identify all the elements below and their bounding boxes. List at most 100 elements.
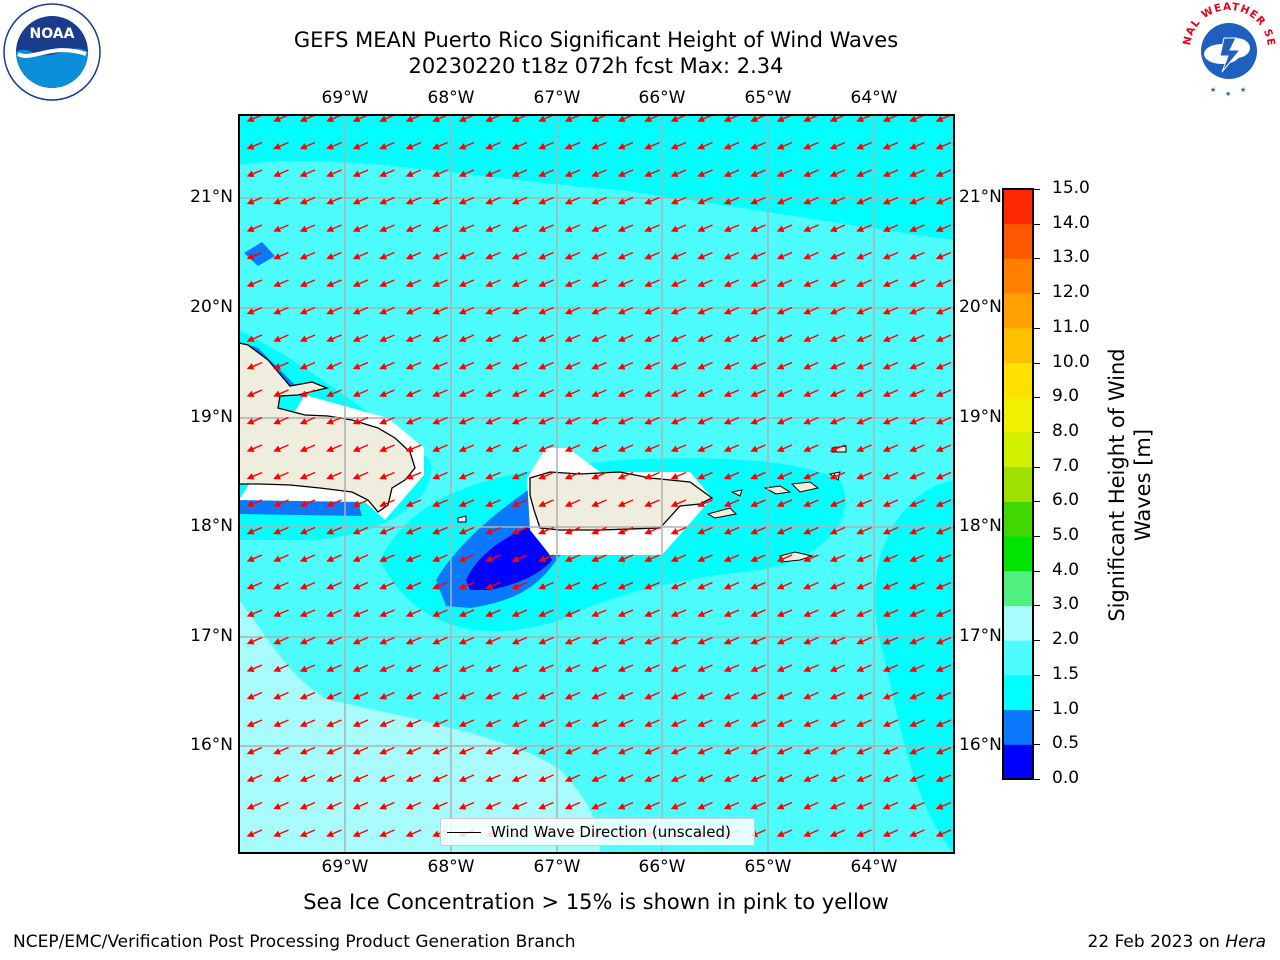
- wave-direction-arrow: [856, 746, 872, 755]
- wave-direction-arrow: [326, 306, 342, 315]
- wave-direction-arrow: [697, 636, 713, 645]
- wave-direction-arrow: [299, 746, 316, 755]
- wave-direction-arrow: [564, 609, 581, 618]
- wave-direction-arrow: [935, 691, 952, 700]
- wave-direction-arrow: [432, 444, 448, 453]
- wave-direction-arrow: [670, 141, 687, 150]
- wave-direction-arrow: [803, 664, 819, 673]
- wave-direction-arrow: [379, 581, 395, 590]
- wave-direction-arrow: [909, 251, 925, 260]
- wave-direction-arrow: [591, 609, 607, 618]
- wave-direction-arrow: [935, 251, 952, 260]
- wave-direction-arrow: [723, 664, 740, 673]
- wave-direction-arrow: [591, 719, 607, 728]
- wave-direction-arrow: [379, 196, 395, 205]
- wave-direction-arrow: [352, 169, 369, 178]
- wave-direction-arrow: [485, 361, 501, 370]
- wave-direction-arrow: [564, 334, 581, 343]
- wave-direction-arrow: [432, 719, 448, 728]
- wave-direction-arrow: [273, 829, 289, 838]
- wave-direction-arrow: [352, 444, 369, 453]
- wave-direction-arrow: [432, 389, 448, 398]
- wave-direction-arrow: [909, 636, 925, 645]
- wave-direction-arrow: [352, 224, 369, 233]
- wave-direction-arrow: [935, 334, 952, 343]
- wave-direction-arrow: [458, 526, 475, 535]
- wave-direction-arrow: [485, 609, 501, 618]
- wave-direction-arrow: [485, 416, 501, 425]
- wave-direction-arrow: [882, 636, 899, 645]
- lon-tick-bottom: 66°W: [638, 857, 686, 877]
- wave-direction-arrow: [432, 361, 448, 370]
- wave-direction-arrow: [299, 829, 316, 838]
- wave-direction-arrow: [299, 279, 316, 288]
- wind-wave-direction-arrows: [246, 115, 952, 838]
- svg-text:★: ★: [1225, 90, 1231, 98]
- wave-direction-arrow: [697, 169, 713, 178]
- colorbar-tick-mark: [1034, 327, 1040, 329]
- wave-direction-arrow: [299, 361, 316, 370]
- lat-tick-right: 19°N: [959, 407, 1002, 427]
- wave-direction-arrow: [856, 691, 872, 700]
- wave-direction-arrow: [485, 169, 501, 178]
- wave-direction-arrow: [432, 801, 448, 810]
- wave-direction-arrow: [644, 691, 660, 700]
- wave-direction-arrow: [803, 279, 819, 288]
- wave-direction-arrow: [909, 774, 925, 783]
- wave-direction-arrow: [697, 526, 713, 535]
- wave-direction-arrow: [299, 306, 316, 315]
- wave-direction-arrow: [326, 361, 342, 370]
- wave-direction-arrow: [617, 279, 634, 288]
- wave-direction-arrow: [564, 361, 581, 370]
- colorbar-tick-label: 13.0: [1052, 247, 1090, 268]
- wave-direction-arrow: [299, 499, 316, 508]
- wave-direction-arrow: [670, 774, 687, 783]
- wave-direction-arrow: [909, 416, 925, 425]
- wave-direction-arrow: [458, 719, 475, 728]
- wave-direction-arrow: [856, 361, 872, 370]
- wave-direction-arrow: [829, 251, 846, 260]
- wave-direction-arrow: [856, 169, 872, 178]
- wave-direction-arrow: [644, 389, 660, 398]
- colorbar-tick-mark: [1034, 293, 1040, 295]
- wave-direction-arrow: [829, 829, 846, 838]
- wave-direction-arrow: [856, 306, 872, 315]
- wave-direction-arrow: [909, 526, 925, 535]
- colorbar-tick-mark: [1034, 431, 1040, 433]
- wave-direction-arrow: [538, 691, 554, 700]
- wave-direction-arrow: [776, 224, 793, 233]
- wave-direction-arrow: [485, 334, 501, 343]
- wave-direction-arrow: [273, 499, 289, 508]
- wave-direction-arrow: [379, 554, 395, 563]
- wave-direction-arrow: [697, 691, 713, 700]
- wave-direction-arrow: [564, 554, 581, 563]
- wave-direction-arrow: [538, 306, 554, 315]
- wave-direction-arrow: [326, 444, 342, 453]
- svg-text:NOAA: NOAA: [30, 26, 75, 42]
- wave-direction-arrow: [273, 691, 289, 700]
- wave-direction-arrow: [644, 554, 660, 563]
- lon-tick-bottom: 67°W: [533, 857, 581, 877]
- lon-tick-top: 64°W: [850, 88, 898, 108]
- lat-tick-right: 20°N: [959, 297, 1002, 317]
- wave-direction-arrow: [564, 141, 581, 150]
- colorbar-tick-label: 6.0: [1052, 490, 1080, 511]
- wave-direction-arrow: [352, 471, 369, 480]
- wave-direction-arrow: [750, 746, 766, 755]
- wave-direction-arrow: [564, 664, 581, 673]
- wave-direction-arrow: [485, 581, 501, 590]
- wave-direction-arrow: [617, 801, 634, 810]
- wave-direction-arrow: [697, 334, 713, 343]
- wave-direction-arrow: [776, 609, 793, 618]
- wave-direction-arrow: [750, 609, 766, 618]
- wave-direction-arrow: [538, 774, 554, 783]
- wave-direction-arrow: [326, 691, 342, 700]
- wave-direction-arrow: [829, 471, 846, 480]
- wave-direction-arrow: [829, 444, 846, 453]
- wave-direction-arrow: [935, 774, 952, 783]
- colorbar-tick-mark: [1034, 258, 1040, 260]
- wave-direction-arrow: [776, 471, 793, 480]
- host-name: Hera: [1225, 932, 1266, 952]
- wave-direction-arrow: [564, 774, 581, 783]
- wave-direction-arrow: [909, 224, 925, 233]
